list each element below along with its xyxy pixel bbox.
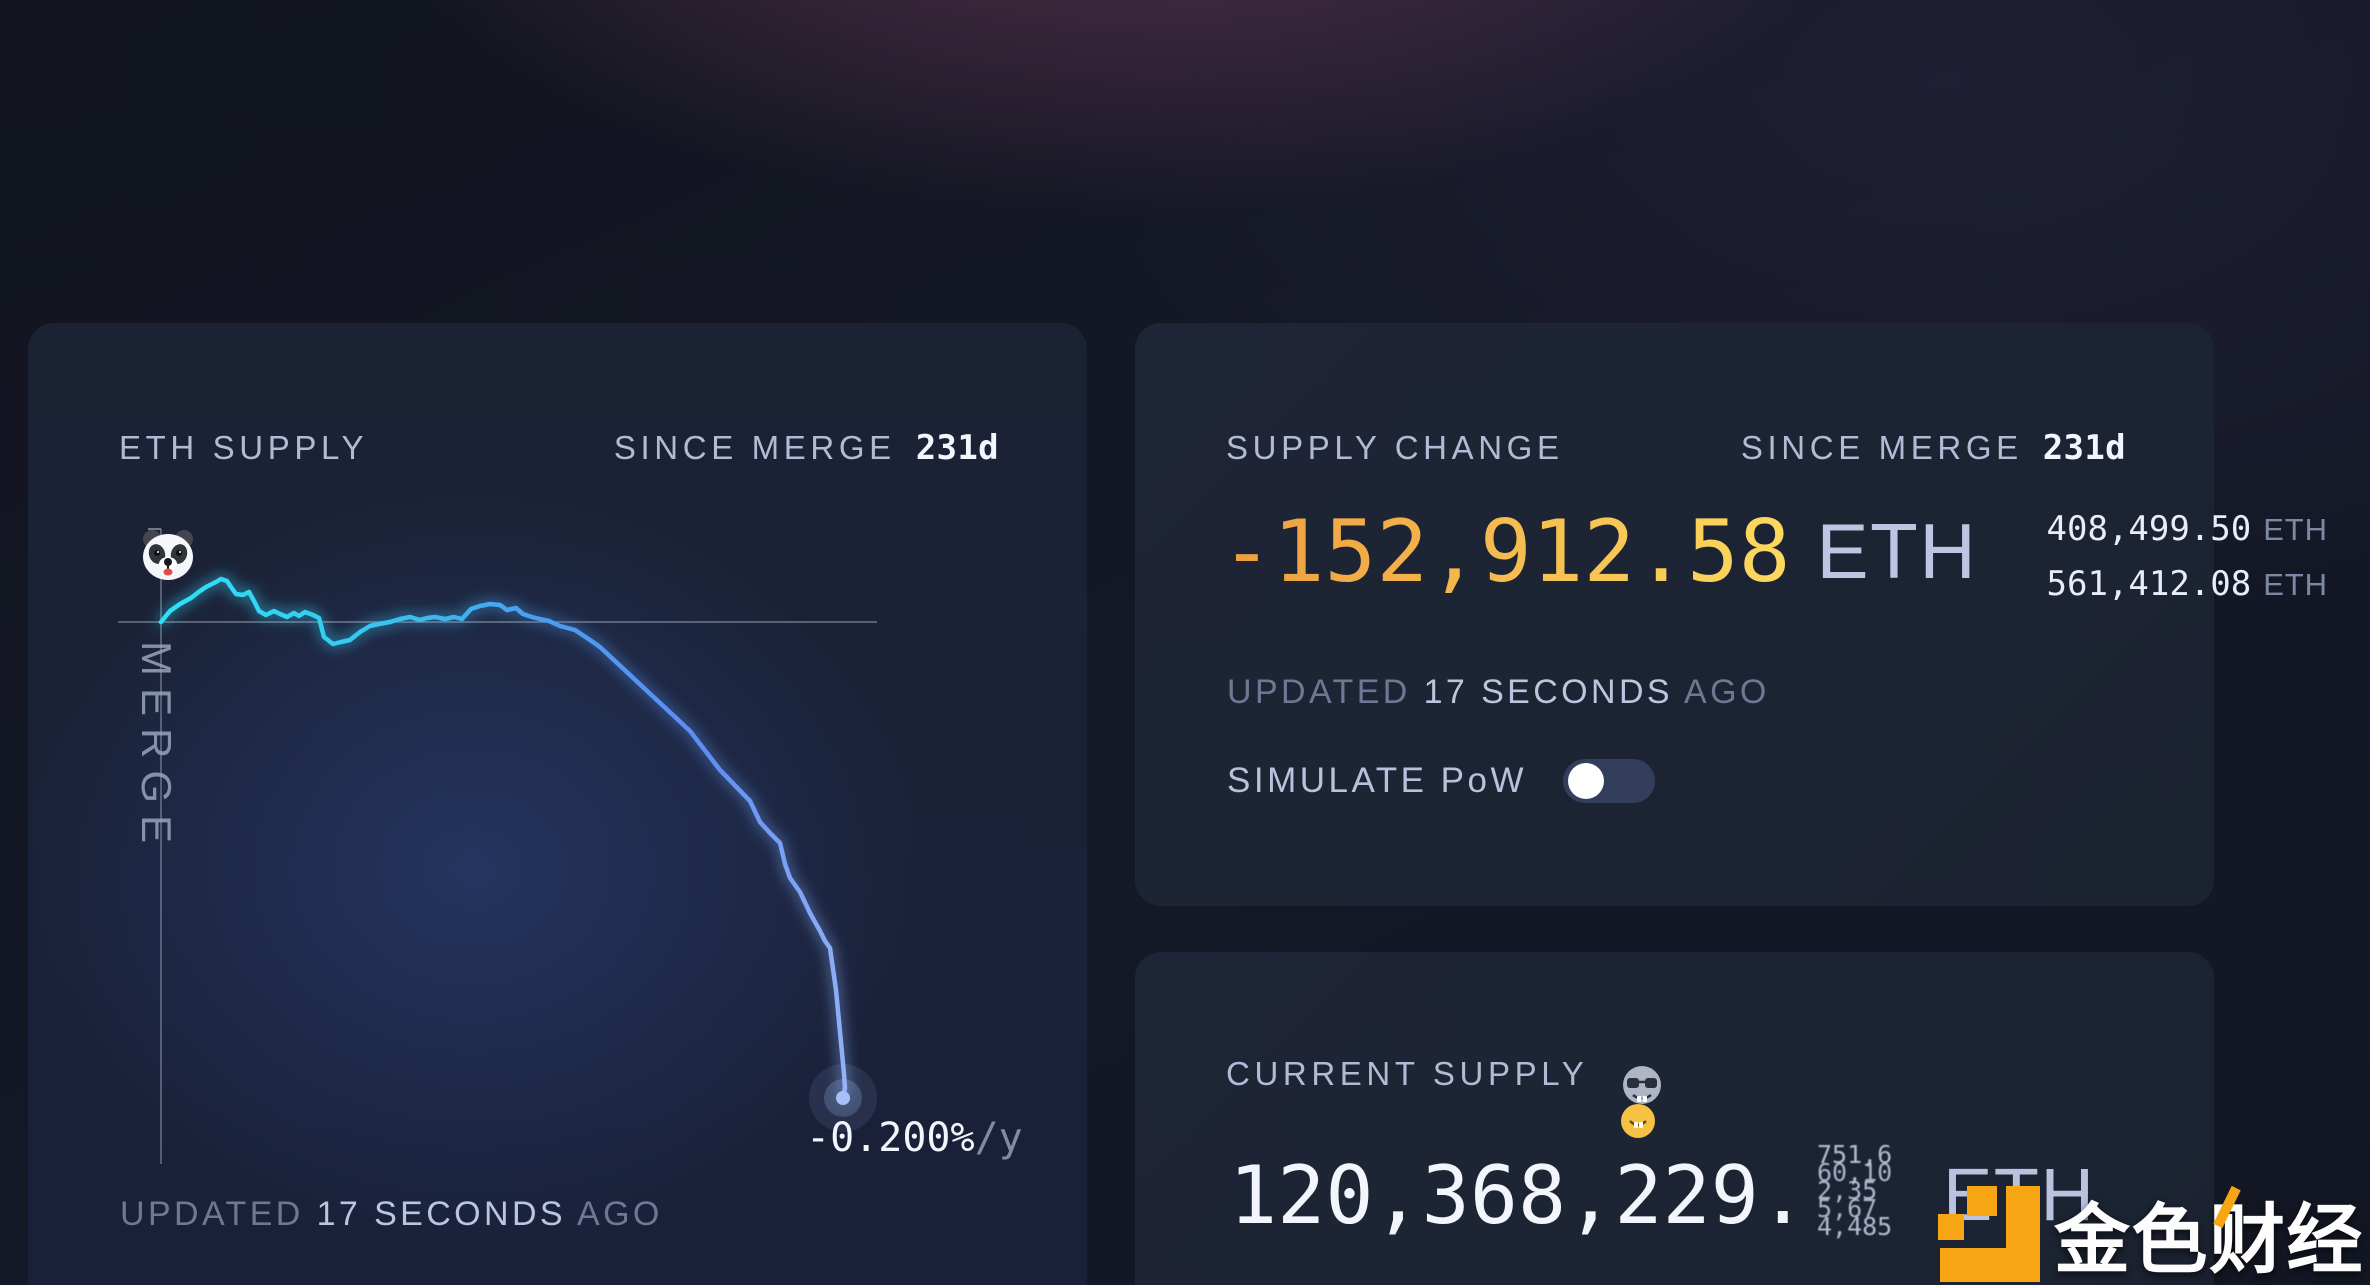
supply-change-amount-row: -152,912.58 ETH bbox=[1221, 505, 1977, 600]
simulate-pow-toggle[interactable] bbox=[1563, 759, 1656, 803]
toggle-knob bbox=[1568, 763, 1605, 799]
supply-change-value: -152,912.58 bbox=[1221, 502, 1791, 602]
current-supply-amount-row: 120,368,229. 751,660,102,355,674,485 ETH bbox=[1229, 1142, 2095, 1242]
yearly-rate-suffix: /y bbox=[974, 1115, 1023, 1161]
breakdown-row-burned: 561,412.08 ETH bbox=[2047, 560, 2329, 615]
supply-change-title: SUPPLY CHANGE bbox=[1226, 429, 1564, 466]
supply-change-updated-status: UPDATED 17 SECONDS AGO bbox=[1227, 673, 1770, 712]
breakdown-unit: ETH bbox=[2263, 512, 2328, 547]
yearly-rate-annotation: -0.200%/y bbox=[806, 1115, 1023, 1161]
yearly-rate-value: -0.200% bbox=[806, 1115, 975, 1161]
eth-supply-header: ETH SUPPLY SINCE MERGE 231d bbox=[119, 428, 999, 468]
supply-change-breakdown: 408,499.50 ETH 561,412.08 ETH bbox=[2047, 505, 2329, 615]
spinning-decimal-line: 751,6 bbox=[1816, 1140, 1893, 1169]
current-supply-header: CURRENT SUPPLY bbox=[1226, 1055, 1672, 1147]
supply-change-unit: ETH bbox=[1816, 507, 1978, 595]
spinning-decimal-line: 4,485 bbox=[1816, 1212, 1893, 1241]
line-end-dot bbox=[836, 1091, 850, 1105]
eth-supply-chart: MERGE bbox=[118, 528, 877, 1164]
jinse-finance-watermark: 金色财经 bbox=[1938, 1176, 2363, 1283]
breakdown-value: 408,499.50 bbox=[2046, 509, 2252, 549]
simulate-pow-label: SIMULATE PoW bbox=[1227, 761, 1528, 800]
chart-updated-status: UPDATED 17 SECONDS AGO bbox=[120, 1195, 663, 1234]
eth-supply-card: MERGE ETH SUPPLY SIN bbox=[28, 323, 1087, 1285]
since-merge-label: SINCE MERGE bbox=[613, 429, 896, 466]
supply-change-card: SUPPLY CHANGE SINCE MERGE 231d -152,912.… bbox=[1135, 323, 2327, 906]
supply-line bbox=[158, 576, 848, 1101]
simulate-pow-row: SIMULATE PoW bbox=[1227, 759, 1656, 803]
breakdown-row-issued: 408,499.50 ETH bbox=[2047, 505, 2329, 560]
current-supply-value: 120,368,229. bbox=[1229, 1149, 1807, 1242]
supply-change-header: SUPPLY CHANGE SINCE MERGE 231d bbox=[1226, 428, 2126, 468]
current-supply-title: CURRENT SUPPLY bbox=[1226, 1055, 1589, 1092]
eth-supply-title: ETH SUPPLY bbox=[119, 429, 369, 466]
updated-highlight: 17 SECONDS bbox=[316, 1195, 567, 1233]
updated-prefix: UPDATED bbox=[1227, 673, 1411, 711]
watermark-logo-pixel bbox=[1938, 1214, 1964, 1240]
spinning-decimals: 751,6 60,10 2,35 5,67 4,485 bbox=[1816, 1140, 1937, 1241]
nerd-emoji-tooltip-icon[interactable] bbox=[1614, 1055, 1672, 1147]
panda-emoji-marker bbox=[143, 530, 193, 580]
watermark-logo-pixel bbox=[1940, 1248, 2040, 1282]
since-merge-value: 231d bbox=[2042, 428, 2126, 468]
breakdown-unit: ETH bbox=[2263, 567, 2328, 602]
since-merge-group: SINCE MERGE 231d bbox=[1741, 428, 2126, 468]
updated-suffix: AGO bbox=[577, 1195, 663, 1233]
watermark-text: 金色财经 bbox=[2054, 1198, 2365, 1283]
breakdown-value: 561,412.08 bbox=[2046, 564, 2252, 604]
merge-axis-label: MERGE bbox=[133, 641, 180, 855]
updated-prefix: UPDATED bbox=[120, 1195, 304, 1233]
watermark-logo-pixel bbox=[1967, 1186, 1997, 1216]
updated-suffix: AGO bbox=[1684, 673, 1770, 711]
current-supply-card: CURRENT SUPPLY 120,368,229. 751, bbox=[1135, 952, 2214, 1285]
since-merge-value: 231d bbox=[915, 428, 999, 468]
spinning-decimal-line: 5,67 bbox=[1816, 1194, 1878, 1223]
spinning-decimal-line: 2,35 bbox=[1816, 1176, 1878, 1205]
spinning-decimal-line: 60,10 bbox=[1816, 1158, 1893, 1187]
since-merge-label: SINCE MERGE bbox=[1740, 429, 2023, 466]
updated-highlight: 17 SECONDS bbox=[1423, 673, 1674, 711]
since-merge-group: SINCE MERGE 231d bbox=[614, 428, 999, 468]
